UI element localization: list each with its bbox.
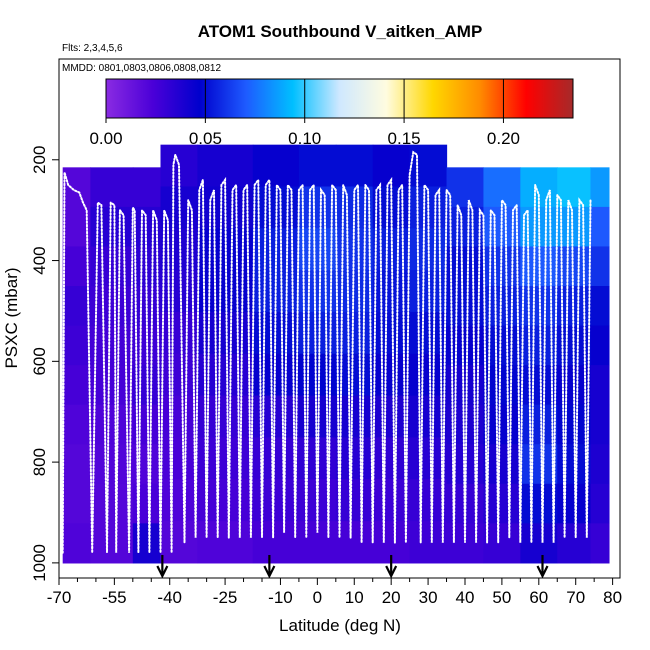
heatmap-cell [160, 311, 199, 355]
y-axis-label: PSXC (mbar) [2, 267, 21, 368]
x-tick-label: -40 [157, 588, 182, 607]
colorbar-tick-label: 0.10 [288, 129, 321, 148]
y-tick-label: 1000 [30, 544, 49, 582]
heatmap-cell [335, 437, 374, 480]
heatmap-cell [590, 483, 610, 524]
y-tick-label: 400 [30, 246, 49, 274]
x-tick-label: -10 [268, 588, 293, 607]
colorbar-tick-label: 0.20 [487, 129, 520, 148]
heatmap-cell [590, 285, 610, 327]
heatmap-cell [197, 395, 254, 439]
colorbar-gradient [105, 78, 574, 119]
heatmap-cell [590, 325, 610, 366]
heatmap-cell [520, 523, 558, 564]
heatmap-cell [160, 270, 199, 313]
heatmap-cell [160, 437, 199, 480]
colorbar-tick-label: 0.00 [89, 129, 122, 148]
heatmap-cell [160, 521, 199, 564]
heatmap-cell [252, 437, 300, 480]
flights-note: Flts: 2,3,4,5,6 [62, 43, 123, 54]
heatmap-cell [557, 206, 592, 248]
heatmap-cell [483, 523, 521, 564]
heatmap-cell [197, 353, 254, 397]
heatmap-cell [590, 246, 610, 287]
heatmap-cell [90, 444, 134, 485]
x-tick-label: 20 [382, 588, 401, 607]
heatmap-cell [62, 167, 91, 208]
heatmap-cell [62, 365, 91, 406]
y-tick-label: 800 [30, 448, 49, 476]
heatmap-cell [132, 167, 162, 208]
colorbar-ticks: 0.00 0.05 0.10 0.15 0.20 [89, 79, 520, 148]
heatmap-cell [335, 521, 374, 564]
heatmap-cell [298, 186, 337, 229]
heatmap-cell [590, 444, 610, 485]
x-tick-label: 40 [456, 588, 475, 607]
y-axis: 200 400 600 800 1000 [30, 146, 59, 582]
x-tick-label: 10 [345, 588, 364, 607]
heatmap-cell [62, 285, 91, 327]
heatmap-cell [446, 206, 485, 248]
heatmap-cell [520, 285, 558, 327]
x-tick-label: -25 [213, 588, 238, 607]
x-tick-label: -55 [102, 588, 127, 607]
heatmap-cell [62, 246, 91, 287]
heatmap-cell [160, 228, 199, 271]
heatmap-cell [372, 479, 411, 522]
heatmap-cell [62, 483, 91, 524]
y-tick-label: 200 [30, 146, 49, 174]
x-tick-label: 30 [419, 588, 438, 607]
plot-frame [58, 58, 621, 579]
x-tick-label: 60 [529, 588, 548, 607]
heatmap-cell [372, 437, 411, 480]
heatmap-cell [160, 395, 199, 439]
heatmap-cell [90, 325, 134, 366]
heatmap-cell [298, 228, 337, 271]
heatmap-cell [409, 521, 448, 564]
heatmap-cell [62, 444, 91, 485]
colorbar-tick-label: 0.05 [189, 129, 222, 148]
heatmap-cell [252, 521, 300, 564]
heatmap-cell [590, 404, 610, 445]
heatmap-cell [197, 311, 254, 355]
x-tick-label: 70 [566, 588, 585, 607]
heatmap-cell [62, 404, 91, 445]
heatmap-cell [160, 353, 199, 397]
x-tick-label: 0 [313, 588, 322, 607]
heatmap-cell [252, 144, 300, 188]
heatmap-cell [590, 167, 610, 208]
heatmap-cell [483, 483, 521, 524]
heatmap-cell [298, 144, 337, 188]
heatmap-cell [335, 144, 374, 188]
x-tick-label: 50 [492, 588, 511, 607]
heatmap-cell [590, 365, 610, 406]
dates-note: MMDD: 0801,0803,0806,0808,0812 [62, 63, 221, 74]
heatmap-cell [90, 523, 134, 564]
heatmap-cell [590, 523, 610, 564]
heatmap-cell [90, 167, 134, 208]
heatmap-cell [62, 523, 91, 564]
heatmap-cell [590, 206, 610, 248]
y-tick-label: 600 [30, 347, 49, 375]
heatmap-cell [90, 483, 134, 524]
heatmap-cell [335, 479, 374, 522]
heatmap-cell [160, 479, 199, 522]
heatmap-cell [335, 395, 374, 439]
heatmap-cell [409, 144, 448, 188]
chart-title: ATOM1 Southbound V_aitken_AMP [198, 22, 483, 41]
heatmap-cell [520, 444, 558, 485]
colorbar-tick-label: 0.15 [388, 129, 421, 148]
x-tick-label: -70 [47, 588, 72, 607]
heatmap-cell [132, 523, 162, 564]
x-axis: -70 -55 -40 -25 -10 0 10 20 30 40 50 60 70 80 [47, 578, 622, 607]
heatmap-cell [557, 167, 592, 208]
x-tick-label: 80 [603, 588, 622, 607]
colorbar [105, 78, 574, 119]
heatmap-cell [446, 167, 485, 208]
x-axis-label: Latitude (deg N) [279, 616, 401, 635]
heatmap-cell [62, 325, 91, 366]
heatmap-cell [252, 479, 300, 522]
heatmap-cell [372, 395, 411, 439]
